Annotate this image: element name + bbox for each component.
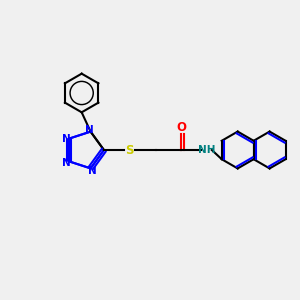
Text: N: N [85, 125, 94, 135]
Text: O: O [176, 121, 186, 134]
Text: N: N [61, 134, 70, 144]
Text: NH: NH [198, 145, 215, 155]
Text: N: N [61, 158, 70, 168]
Text: N: N [88, 166, 96, 176]
Text: S: S [125, 143, 134, 157]
